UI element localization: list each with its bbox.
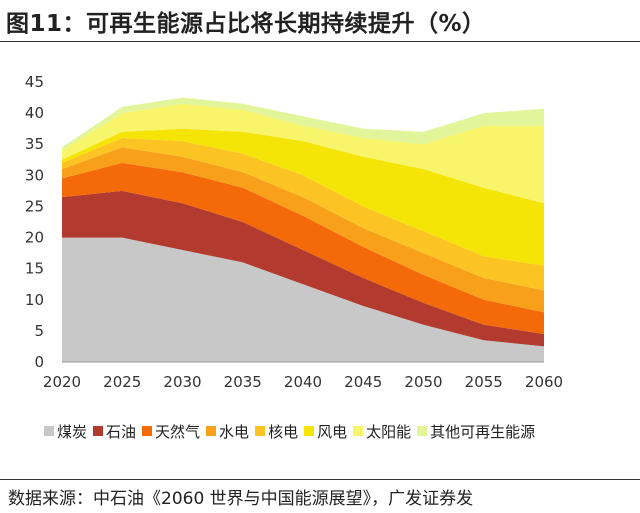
- legend-label: 太阳能: [366, 422, 412, 441]
- y-tick-label: 30: [25, 166, 44, 184]
- legend-swatch: [304, 426, 315, 436]
- area-series-8: [62, 97, 544, 151]
- legend-label: 核电: [268, 422, 299, 441]
- x-tick-label: 2050: [404, 373, 442, 391]
- x-tick-label: 2055: [465, 373, 503, 391]
- y-tick-label: 0: [34, 353, 44, 371]
- chart-legend: 煤炭 石油 天然气 水电 核电 风电 太阳能 其他可再生能源: [44, 418, 634, 444]
- y-tick-label: 35: [25, 135, 44, 153]
- chart-area: 0 5 10 15 20 25 30 35 40 45 2020 2025 2030 2035 2040 20…: [0, 60, 640, 405]
- legend-swatch: [142, 426, 153, 436]
- legend-label: 风电: [317, 422, 348, 441]
- y-tick-label: 25: [25, 197, 44, 215]
- legend-label: 水电: [219, 422, 250, 441]
- source-divider: [0, 479, 640, 480]
- y-tick-label: 45: [25, 73, 44, 91]
- y-tick-label: 10: [25, 291, 44, 309]
- x-tick-label: 2040: [284, 373, 322, 391]
- legend-item: 天然气: [142, 421, 200, 442]
- area-series-1: [62, 237, 544, 362]
- legend-label: 煤炭: [57, 422, 88, 441]
- legend-swatch: [417, 426, 428, 436]
- area-series-3: [62, 162, 544, 334]
- y-tick-label: 40: [25, 104, 44, 122]
- legend-item: 风电: [304, 421, 347, 442]
- legend-item: 太阳能: [353, 421, 411, 442]
- legend-swatch: [44, 426, 54, 436]
- legend-item: 水电: [206, 421, 249, 442]
- x-tick-label: 2035: [224, 373, 262, 391]
- legend-item: 石油: [93, 421, 136, 442]
- area-series-5: [62, 138, 544, 291]
- area-series-6: [62, 128, 544, 266]
- x-tick-label: 2020: [43, 373, 81, 391]
- title-divider: [0, 41, 640, 42]
- legend-swatch: [255, 426, 266, 436]
- legend-item: 煤炭: [44, 421, 87, 442]
- legend-swatch: [93, 426, 104, 436]
- legend-label: 天然气: [155, 422, 201, 441]
- legend-item: 其他可再生能源: [417, 421, 535, 442]
- legend-item: 核电: [255, 421, 298, 442]
- area-series-2: [62, 190, 544, 347]
- y-tick-label: 5: [34, 322, 44, 340]
- area-series-7: [62, 103, 544, 204]
- area-series-4: [62, 147, 544, 313]
- legend-swatch: [206, 426, 217, 436]
- y-tick-label: 15: [25, 260, 44, 278]
- title-bar: 图11：可再生能源占比将长期持续提升（%）: [0, 0, 640, 44]
- legend-label: 石油: [106, 422, 137, 441]
- x-tick-label: 2030: [163, 373, 201, 391]
- page-title: 图11：可再生能源占比将长期持续提升（%）: [6, 11, 486, 37]
- y-tick-label: 20: [25, 229, 44, 247]
- x-tick-label: 2060: [525, 373, 563, 391]
- x-tick-label: 2045: [344, 373, 382, 391]
- legend-swatch: [353, 426, 364, 436]
- x-tick-label: 2025: [103, 373, 141, 391]
- source-note: 数据来源：中石油《2060 世界与中国能源展望》，广发证券发: [8, 489, 474, 509]
- legend-label: 其他可再生能源: [430, 422, 536, 441]
